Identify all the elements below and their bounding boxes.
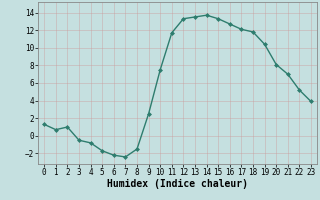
X-axis label: Humidex (Indice chaleur): Humidex (Indice chaleur) bbox=[107, 179, 248, 189]
